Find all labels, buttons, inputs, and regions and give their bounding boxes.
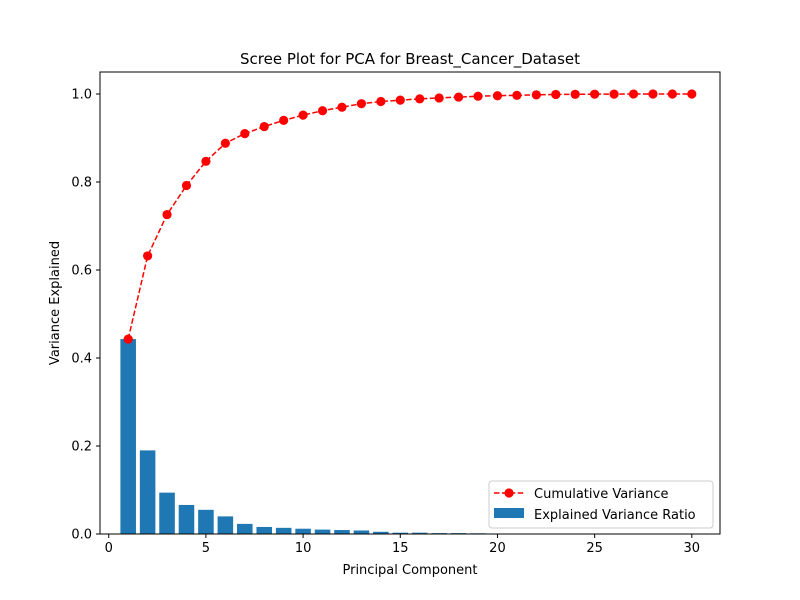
explained-variance-bar	[159, 492, 175, 534]
cumulative-variance-point	[356, 99, 367, 109]
cumulative-variance-point	[143, 251, 153, 261]
explained-variance-bar	[120, 339, 136, 534]
explained-variance-bar	[295, 528, 311, 534]
chart-legend: Cumulative Variance Explained Variance R…	[488, 480, 714, 529]
cumulative-variance-point	[434, 93, 444, 103]
cumulative-variance-point	[648, 89, 658, 99]
cumulative-variance-point	[317, 106, 328, 116]
explained-variance-bar	[256, 526, 273, 534]
cumulative-variance-point	[415, 94, 425, 104]
x-tick-label: 10	[295, 541, 312, 556]
x-tick-label: 15	[392, 541, 409, 556]
cumulative-variance-point	[395, 95, 405, 105]
x-tick-label: 5	[202, 541, 210, 556]
cumulative-variance-series	[123, 89, 697, 344]
x-tick-label: 30	[684, 541, 701, 556]
cumulative-variance-point	[473, 91, 483, 101]
legend-explained-variance-swatch	[494, 508, 524, 518]
cumulative-variance-point	[298, 110, 308, 120]
legend-cumulative-variance-marker	[504, 488, 514, 498]
legend-box	[488, 480, 714, 529]
explained-variance-bar	[237, 523, 253, 534]
explained-variance-bar	[275, 527, 292, 534]
x-tick-label: 0	[105, 541, 113, 556]
cumulative-variance-point	[609, 89, 619, 99]
cumulative-variance-point	[201, 156, 211, 166]
explained-variance-bars	[120, 339, 700, 534]
cumulative-variance-point	[376, 96, 386, 107]
legend-cumulative-variance-label: Cumulative Variance	[534, 487, 669, 502]
cumulative-variance-point	[531, 90, 541, 100]
legend-explained-variance-label: Explained Variance Ratio	[534, 508, 696, 523]
x-tick-label: 25	[586, 541, 603, 556]
cumulative-variance-line	[127, 93, 692, 340]
cumulative-variance-point	[551, 89, 561, 100]
y-tick-label: 0.8	[71, 176, 92, 191]
y-tick-label: 0.4	[71, 352, 92, 367]
cumulative-variance-point	[628, 89, 639, 99]
cumulative-variance-point	[492, 91, 503, 101]
cumulative-variance-point	[240, 129, 250, 139]
y-tick-label: 0.6	[71, 264, 92, 279]
cumulative-variance-point	[162, 209, 172, 220]
x-axis-label: Principal Component	[342, 563, 477, 578]
explained-variance-bar	[334, 530, 350, 534]
cumulative-variance-point	[123, 334, 133, 344]
x-axis: 0 5 10 15 20 25 30	[105, 534, 700, 556]
explained-variance-bar	[198, 509, 214, 534]
explained-variance-bar	[353, 530, 370, 534]
y-tick-label: 0.2	[71, 440, 92, 455]
explained-variance-bar	[217, 516, 234, 534]
y-axis-label: Variance Explained	[48, 241, 63, 365]
cumulative-variance-point	[259, 121, 269, 132]
y-axis: 0.0 0.2 0.4 0.6 0.8 1.0	[71, 88, 100, 543]
cumulative-variance-point	[453, 92, 464, 102]
explained-variance-bar	[392, 532, 409, 534]
explained-variance-bar	[178, 504, 195, 534]
cumulative-variance-point	[220, 138, 230, 148]
explained-variance-bar	[373, 531, 389, 534]
cumulative-variance-point	[512, 90, 522, 100]
chart-title: Scree Plot for PCA for Breast_Cancer_Dat…	[240, 50, 580, 69]
y-tick-label: 0.0	[71, 528, 92, 543]
cumulative-variance-point	[181, 180, 192, 191]
explained-variance-bar	[411, 532, 428, 534]
cumulative-variance-point	[687, 89, 697, 99]
y-tick-label: 1.0	[71, 88, 92, 103]
cumulative-variance-point	[667, 89, 677, 99]
cumulative-variance-point	[337, 102, 347, 112]
cumulative-variance-point	[279, 115, 289, 125]
plot-frame	[99, 71, 721, 535]
explained-variance-bar	[139, 450, 156, 534]
cumulative-variance-point	[570, 89, 580, 99]
cumulative-variance-point	[590, 89, 600, 99]
x-tick-label: 20	[489, 541, 506, 556]
explained-variance-bar	[314, 529, 331, 534]
